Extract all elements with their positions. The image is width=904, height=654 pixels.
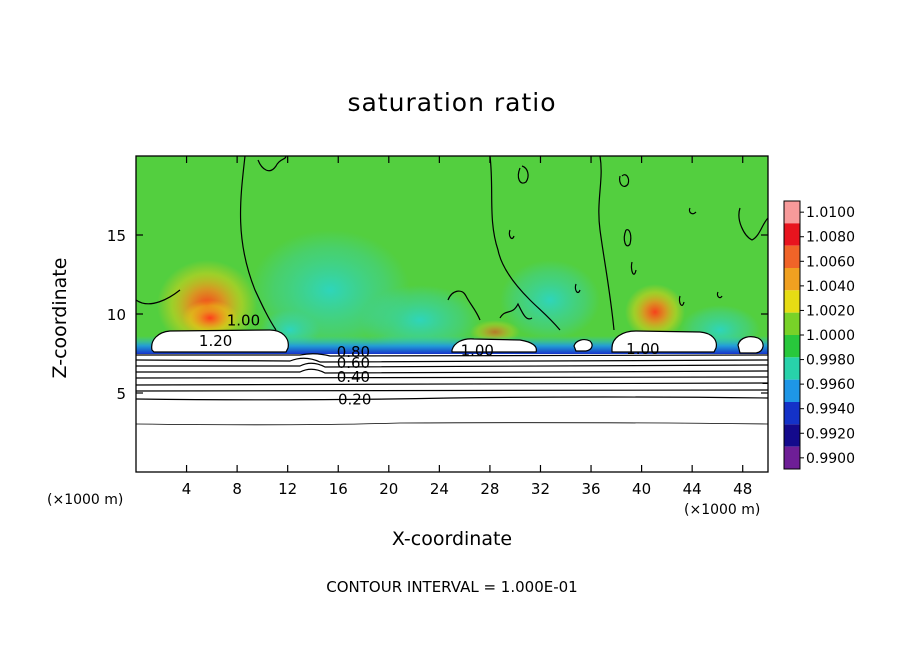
colorbar-swatch [784,424,800,447]
contour-lines [136,156,768,426]
cloud-blob-left [151,329,289,353]
colorbar-swatch [784,357,800,380]
x-tick-label: 28 [480,480,499,498]
x-tick-label: 4 [182,480,192,498]
colorbar-swatch [784,290,800,313]
contour-interval-note: CONTOUR INTERVAL = 1.000E-01 [326,578,578,596]
contour-label: 0.80 [337,343,370,361]
colorbar-level-label: 0.9980 [806,353,855,369]
colorbar-level-label: 0.9920 [806,426,855,442]
colorbar-swatch [784,312,800,335]
z-tick-label: 15 [107,227,126,245]
contour-label: 1.20 [199,332,232,350]
colorbar-level-label: 1.0040 [806,279,855,295]
contour-label: 1.00 [626,340,659,358]
x-unit-label: (×1000 m) [684,502,761,518]
x-tick-label: 8 [232,480,242,498]
colorbar-swatch [784,335,800,358]
z-unit-label: (×1000 m) [47,492,124,508]
colorbar-swatch [784,223,800,246]
x-tick-label: 32 [531,480,550,498]
warm-core-right [625,284,685,340]
colorbar-level-label: 1.0080 [806,230,855,246]
contour-label-layer: 1.00 1.20 0.800.600.40 0.20 1.00 1.00 [199,311,660,408]
x-tick-label: 16 [329,480,348,498]
colorbar-level-label: 0.9940 [806,402,855,418]
colorbar-level-label: 0.9960 [806,377,855,393]
colorbar-swatch [784,446,800,469]
colorbar-swatch [784,201,800,224]
colorbar-swatch [784,245,800,268]
cloud-blob-right [611,330,717,353]
colorbar-swatch [784,379,800,402]
subsaturated-strip [136,336,768,354]
contour-label: 0.20 [338,390,371,408]
x-tick-label: 24 [430,480,449,498]
colorbar-swatch [784,268,800,291]
colorbar-level-label: 1.0020 [806,303,855,319]
x-tick-label: 12 [278,480,297,498]
plot-area [136,156,768,472]
contour-label: 1.00 [227,311,260,329]
colorbar-swatch [784,402,800,425]
z-tick-label: 5 [116,385,126,403]
x-tick-label: 36 [581,480,600,498]
x-tick-label: 20 [379,480,398,498]
colorbar-level-label: 1.0100 [806,205,855,221]
x-tick-label: 48 [733,480,752,498]
contour-label: 1.00 [461,341,494,359]
x-tick-label: 44 [683,480,702,498]
colorbar-level-label: 1.0000 [806,328,855,344]
x-axis-label: X-coordinate [391,528,513,550]
contour-label: 0.60 [337,354,370,372]
chart-title: saturation ratio [347,88,557,117]
x-tick-label: 40 [632,480,651,498]
contour-label: 0.40 [337,368,370,386]
x-axis: 4 8 12 16 20 24 28 32 36 40 44 48 [182,156,752,498]
colorbar-level-label: 1.0060 [806,254,855,270]
z-tick-label: 10 [107,306,126,324]
z-axis: 5 10 15 [107,227,768,403]
colorbar: 1.0100 1.0080 1.0060 1.0040 1.0020 1.0000 0.99… [783,200,855,470]
cloud-blob-middle [451,338,537,353]
colorbar-level-label: 0.9900 [806,451,855,467]
